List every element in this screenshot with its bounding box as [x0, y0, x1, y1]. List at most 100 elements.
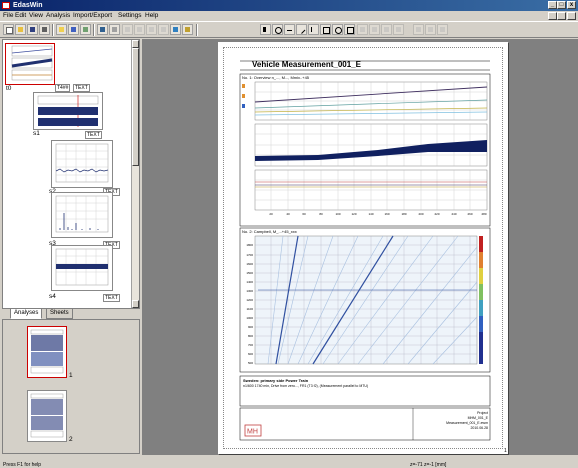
tree-tag: TEXT	[85, 131, 102, 139]
maximize-button[interactable]: □	[557, 1, 566, 9]
tree-thumbnail-s2[interactable]	[51, 140, 113, 188]
pan-button[interactable]	[308, 24, 319, 35]
status-coordinates: z=-71 z=-1 [mm]	[410, 462, 447, 468]
svg-text:Measurement_001_E.ewm: Measurement_001_E.ewm	[446, 421, 488, 425]
table-icon	[161, 27, 166, 32]
menu-import-export[interactable]: Import/Export	[73, 12, 113, 19]
scroll-down-arrow-icon[interactable]	[132, 300, 139, 308]
zoom-in-icon	[275, 27, 282, 34]
print-button[interactable]	[39, 24, 50, 35]
save-button[interactable]	[27, 24, 38, 35]
menu-help[interactable]: Help	[145, 12, 159, 19]
new-icon	[6, 27, 13, 34]
tree-item-s4[interactable]: s4	[49, 293, 56, 300]
grid-button[interactable]	[369, 24, 380, 35]
cursor-button[interactable]	[260, 24, 271, 35]
svg-text:100: 100	[335, 212, 340, 216]
thumbnail-s1-chart	[37, 95, 99, 127]
close-button[interactable]: x	[567, 1, 576, 9]
properties-icon	[112, 27, 117, 32]
doc-restore-button[interactable]	[557, 12, 566, 20]
tree-thumbnail-overview[interactable]	[5, 43, 55, 85]
svg-text:80: 80	[319, 212, 323, 216]
doc-minimize-button[interactable]	[548, 12, 557, 20]
svg-text:1600: 1600	[246, 262, 253, 266]
zoom-in-button[interactable]	[272, 24, 283, 35]
horizontal-scrollbar[interactable]	[142, 455, 578, 463]
menu-analysis[interactable]: Analysis	[46, 12, 71, 19]
rect-tool-icon	[323, 27, 330, 34]
ungroup-button[interactable]	[425, 24, 436, 35]
zoom-out-button[interactable]	[284, 24, 295, 35]
tree-item-s1[interactable]: s1	[33, 130, 40, 137]
footer-box	[239, 407, 491, 441]
svg-text:1500: 1500	[246, 271, 253, 275]
note-text: n1/600 1740 min, Drive from zero..., FR1…	[243, 384, 368, 388]
page-thumbnail-1-preview	[30, 329, 64, 374]
minimize-button[interactable]: _	[548, 1, 557, 9]
status-help-text: Press F1 for help	[3, 462, 42, 468]
svg-text:Project: Project	[477, 411, 488, 415]
chart-button[interactable]	[146, 24, 157, 35]
folder-button[interactable]	[56, 24, 67, 35]
doc-close-button[interactable]	[567, 12, 576, 20]
menu-edit[interactable]: Edit	[15, 12, 27, 19]
properties-button[interactable]	[109, 24, 120, 35]
tree-item-t0[interactable]: t0	[6, 85, 12, 92]
sheet-button[interactable]	[134, 24, 145, 35]
page-thumbnail-2[interactable]	[27, 390, 67, 442]
align-button[interactable]	[381, 24, 392, 35]
svg-text:40: 40	[286, 212, 290, 216]
svg-text:1700: 1700	[246, 253, 253, 257]
svg-text:1800: 1800	[246, 243, 253, 247]
cut-icon	[71, 27, 76, 32]
export-icon	[185, 27, 190, 32]
export-button[interactable]	[182, 24, 193, 35]
company-logo-text: MH	[247, 429, 258, 436]
analysis-tree-panel[interactable]: T4## TEXT t0 s1 TEXT s2 TEXT s3 TEXT	[2, 39, 140, 309]
rect-tool-button[interactable]	[320, 24, 331, 35]
tree-thumbnail-s3[interactable]	[51, 192, 113, 238]
tab-sheets[interactable]: Sheets	[46, 308, 73, 319]
tree-tag: TEXT	[73, 84, 90, 92]
table-insert-button[interactable]	[158, 24, 169, 35]
document-page[interactable]: Vehicle Measurement_001_E No. 1: Overvie…	[218, 42, 508, 454]
tree-tag: T4##	[55, 84, 71, 92]
new-button[interactable]	[3, 24, 14, 35]
copy-button[interactable]	[80, 24, 91, 35]
cut-button[interactable]	[68, 24, 79, 35]
svg-text:1200: 1200	[246, 298, 253, 302]
menu-view[interactable]: View	[29, 12, 43, 19]
tree-thumbnail-s4[interactable]	[51, 245, 113, 291]
svg-text:1400: 1400	[246, 280, 253, 284]
bars-button[interactable]	[170, 24, 181, 35]
group-button[interactable]	[413, 24, 424, 35]
menu-file[interactable]: File	[3, 12, 14, 19]
distribute-icon	[396, 27, 401, 32]
svg-text:240: 240	[451, 212, 456, 216]
open-button[interactable]	[15, 24, 26, 35]
menu-settings[interactable]: Settings	[118, 12, 142, 19]
text-tool-icon	[347, 27, 354, 34]
tree-thumbnail-s1[interactable]	[33, 92, 103, 130]
line-tool-button[interactable]	[296, 24, 307, 35]
tree-scrollbar[interactable]	[131, 40, 139, 308]
svg-text:800: 800	[248, 334, 253, 338]
paste-button[interactable]	[97, 24, 108, 35]
pages-panel[interactable]: 1 2	[2, 319, 140, 454]
tree-item-s3[interactable]: s3	[49, 240, 56, 247]
note-box	[239, 375, 491, 407]
text-tool-button[interactable]	[344, 24, 355, 35]
page-thumbnail-1[interactable]	[27, 326, 67, 378]
layout-button[interactable]	[122, 24, 133, 35]
tree-item-s2[interactable]: s2	[49, 188, 56, 195]
scroll-thumb[interactable]	[132, 48, 139, 166]
image-tool-button[interactable]	[357, 24, 368, 35]
order-button[interactable]	[437, 24, 448, 35]
tab-analyses[interactable]: Analyses	[10, 308, 43, 319]
circle-tool-button[interactable]	[332, 24, 343, 35]
page-number-2: 2	[69, 436, 73, 443]
page-content: Vehicle Measurement_001_E No. 1: Overvie…	[239, 60, 507, 454]
distribute-button[interactable]	[393, 24, 404, 35]
scroll-up-arrow-icon[interactable]	[132, 40, 139, 48]
